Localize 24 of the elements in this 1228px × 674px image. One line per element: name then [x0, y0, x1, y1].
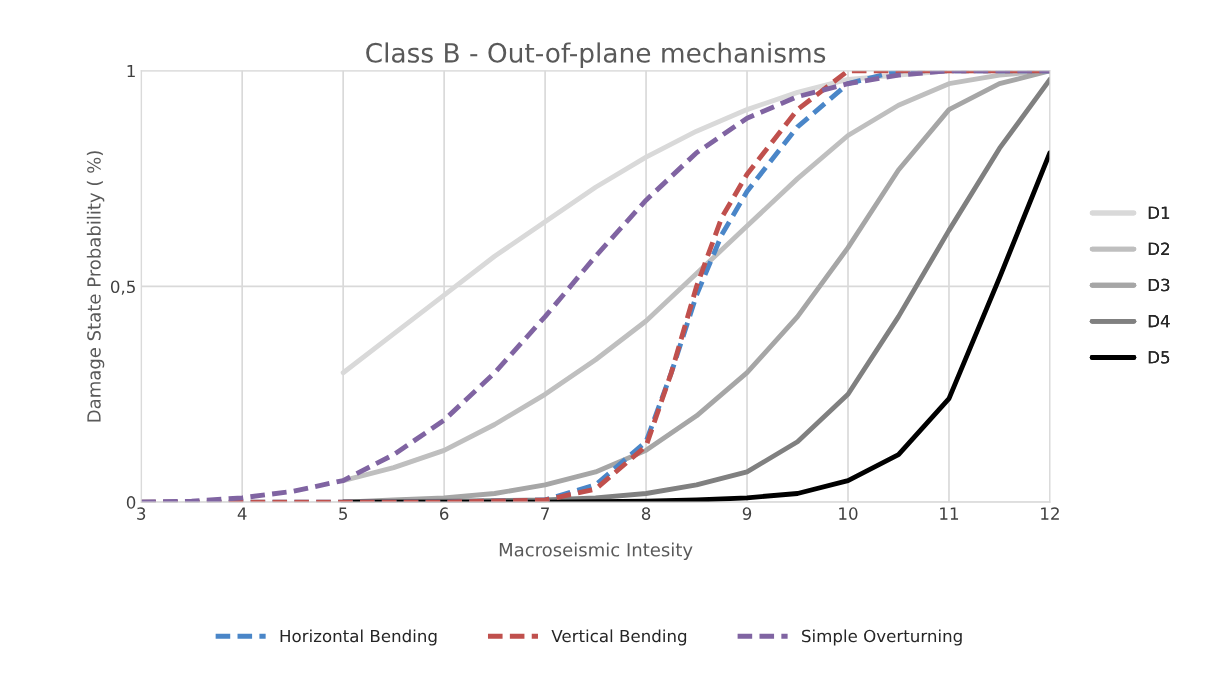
x-tick-label: 12	[1041, 507, 1059, 520]
legend-label: D1	[1148, 206, 1170, 219]
legend-label: Simple Overturning	[802, 629, 962, 646]
x-tick-label: 8	[641, 507, 651, 520]
y-tick-label: 0,5	[110, 280, 135, 295]
y-axis-title: Damage State Probability ( %)	[86, 151, 105, 422]
x-tick-label: 4	[237, 507, 247, 520]
x-axis-title: Macroseismic Intesity	[499, 542, 693, 561]
x-tick-label: 10	[839, 507, 858, 520]
legend-label: D2	[1148, 242, 1169, 255]
legend-label: D3	[1148, 278, 1170, 292]
x-tick-label: 5	[339, 507, 347, 520]
chart-title: Class B - Out-of-plane mechanisms	[366, 42, 826, 68]
x-tick-label: 11	[940, 507, 959, 520]
legend-label: D4	[1148, 315, 1170, 328]
x-tick-label: 9	[742, 507, 752, 520]
y-tick-label: 1	[127, 64, 135, 78]
legend-label: Vertical Bending	[551, 629, 687, 646]
x-tick-label: 7	[541, 507, 549, 520]
y-tick-label: 0	[126, 496, 136, 509]
x-tick-label: 6	[439, 507, 449, 520]
x-tick-label: 3	[137, 507, 146, 520]
legend-label: D5	[1148, 351, 1170, 364]
legend-label: Horizontal Bending	[280, 629, 437, 646]
